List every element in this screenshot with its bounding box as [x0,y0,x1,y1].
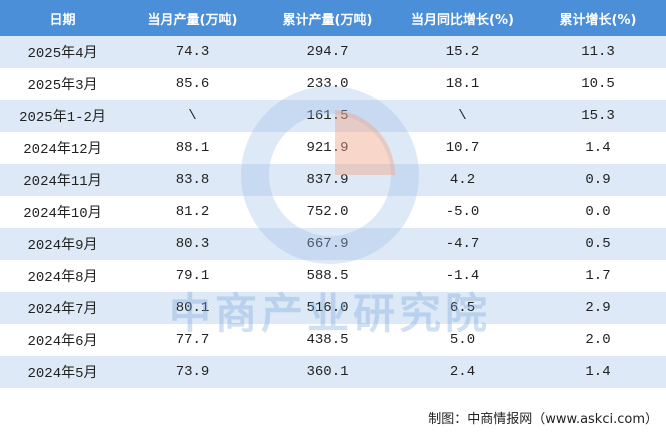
value-cell: 80.1 [175,300,210,316]
value-cell: \ [188,108,197,124]
value-cell: 360.1 [306,364,349,380]
value-cell: 0.0 [585,204,611,220]
table-row: 2024年10月 81.2 752.0 -5.0 0.0 [0,196,666,228]
table-row: 2024年7月 80.1 516.0 6.5 2.9 [0,292,666,324]
value-cell: 1.4 [585,140,611,156]
date-cell: 2024年6月 [27,334,98,350]
date-cell: 2024年10月 [23,206,102,222]
table-row: 2024年5月 73.9 360.1 2.4 1.4 [0,356,666,388]
table-row: 2024年11月 83.8 837.9 4.2 0.9 [0,164,666,196]
date-cell: 2024年12月 [23,142,102,158]
value-cell: -4.7 [445,236,480,252]
table-row: 2024年12月 88.1 921.9 10.7 1.4 [0,132,666,164]
table-row: 2025年4月 74.3 294.7 15.2 11.3 [0,36,666,68]
table-row: 2024年6月 77.7 438.5 5.0 2.0 [0,324,666,356]
value-cell: 0.5 [585,236,611,252]
value-cell: 85.6 [175,76,210,92]
value-cell: 752.0 [306,204,349,220]
value-cell: 921.9 [306,140,349,156]
date-cell: 2024年9月 [27,238,98,254]
table-row: 2025年1-2月 \ 161.5 \ 15.3 [0,100,666,132]
header-row: 日期 当月产量(万吨) 累计产量(万吨) 当月同比增长(%) 累计增长(%) [0,0,666,36]
date-cell: 2024年8月 [27,270,98,286]
value-cell: 80.3 [175,236,210,252]
value-cell: 2.0 [585,332,611,348]
header-cell: 当月产量(万吨) [147,12,238,28]
value-cell: 10.7 [445,140,480,156]
value-cell: 81.2 [175,204,210,220]
value-cell: -1.4 [445,268,480,284]
value-cell: 294.7 [306,44,349,60]
value-cell: \ [458,108,467,124]
header-cell: 累计增长(%) [559,12,637,28]
value-cell: 10.5 [581,76,615,92]
value-cell: 2.4 [449,364,476,380]
value-cell: 837.9 [306,172,349,188]
value-cell: 11.3 [581,44,615,60]
value-cell: 161.5 [306,108,349,124]
date-cell: 2024年7月 [27,302,98,318]
footer: 制图：中商情报网（www.askci.com） [428,412,658,427]
value-cell: 5.0 [449,332,476,348]
value-cell: 4.2 [449,172,476,188]
value-cell: 233.0 [306,76,349,92]
value-cell: 83.8 [175,172,210,188]
header-cell: 当月同比增长(%) [411,12,514,28]
value-cell: 667.9 [306,236,349,252]
value-cell: 1.7 [585,268,611,284]
value-cell: 1.4 [585,364,611,380]
header-cell: 累计产量(万吨) [282,12,373,28]
value-cell: 73.9 [175,364,210,380]
table-row: 2024年9月 80.3 667.9 -4.7 0.5 [0,228,666,260]
table-row: 2024年8月 79.1 588.5 -1.4 1.7 [0,260,666,292]
date-cell: 2025年1-2月 [19,110,106,126]
value-cell: 18.1 [445,76,480,92]
value-cell: 88.1 [175,140,210,156]
value-cell: 588.5 [306,268,349,284]
value-cell: 6.5 [449,300,476,316]
value-cell: 15.3 [581,108,615,124]
table-row: 2025年3月 85.6 233.0 18.1 10.5 [0,68,666,100]
value-cell: 74.3 [175,44,210,60]
date-cell: 2024年5月 [27,366,98,382]
table: 日期 当月产量(万吨) 累计产量(万吨) 当月同比增长(%) 累计增长(%) 2025年4… [0,0,666,388]
value-cell: 77.7 [175,332,210,348]
value-cell: 0.9 [585,172,611,188]
value-cell: 15.2 [445,44,480,60]
date-cell: 2025年4月 [27,46,98,62]
value-cell: 516.0 [306,300,349,316]
value-cell: 438.5 [306,332,349,348]
date-cell: 2025年3月 [27,78,98,94]
value-cell: 79.1 [175,268,210,284]
header-cell: 日期 [49,12,76,28]
value-cell: 2.9 [585,300,611,316]
date-cell: 2024年11月 [23,174,102,190]
value-cell: -5.0 [445,204,480,220]
